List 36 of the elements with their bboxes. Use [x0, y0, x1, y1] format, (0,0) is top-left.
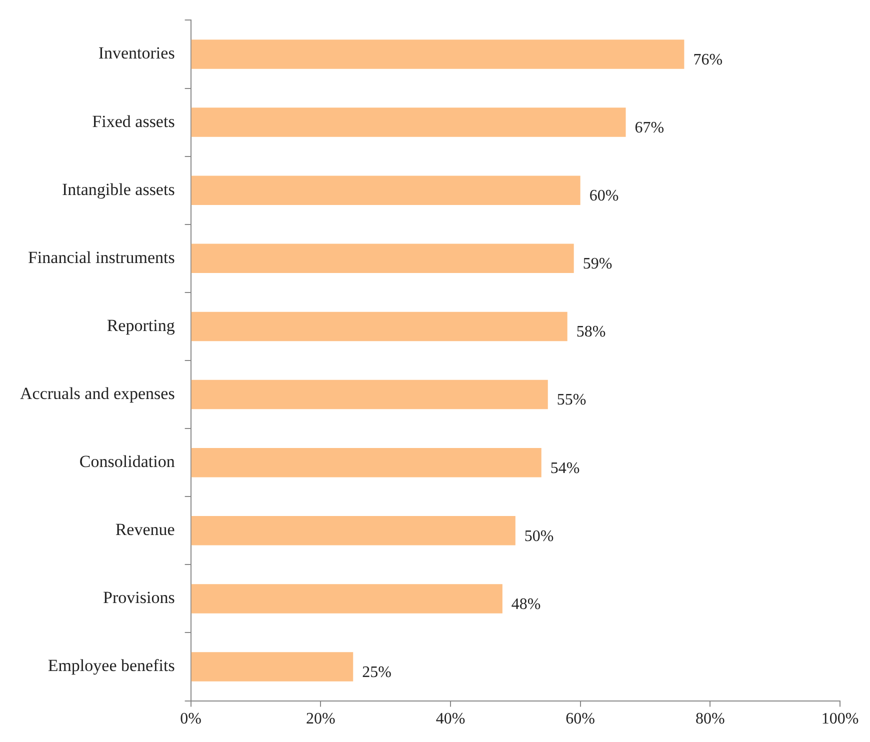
bar	[191, 584, 502, 614]
bar	[191, 312, 568, 342]
bar	[191, 448, 542, 478]
y-tick-label: Financial instruments	[28, 248, 175, 267]
data-label: 48%	[511, 596, 541, 613]
data-label: 67%	[634, 119, 664, 136]
bar	[191, 652, 354, 682]
data-label: 25%	[362, 664, 392, 681]
x-tick-label: 60%	[566, 710, 595, 728]
bar	[191, 516, 516, 546]
y-tick-label: Intangible assets	[62, 180, 175, 199]
bar	[191, 380, 548, 410]
y-tick-label: Inventories	[98, 44, 175, 63]
x-tick-label: 0%	[180, 710, 202, 728]
bar	[191, 244, 574, 274]
y-tick-label: Fixed assets	[92, 112, 175, 131]
data-label: 50%	[524, 528, 554, 545]
y-tick-label: Reporting	[106, 316, 176, 335]
bar	[191, 108, 626, 137]
y-tick-label: Accruals and expenses	[20, 384, 175, 403]
y-tick-label: Consolidation	[79, 452, 176, 472]
y-tick-label: Revenue	[115, 520, 175, 540]
bar	[191, 176, 580, 205]
data-label: 60%	[589, 188, 619, 205]
x-tick-label: 20%	[306, 710, 336, 728]
data-label: 55%	[556, 392, 586, 409]
bar	[191, 40, 684, 69]
x-tick-label: 100%	[821, 710, 859, 728]
y-tick-label: Provisions	[103, 588, 175, 608]
x-tick-label: 80%	[696, 710, 725, 728]
data-label: 59%	[582, 256, 612, 273]
y-tick-label: Employee benefits	[48, 656, 175, 676]
data-label: 76%	[693, 51, 723, 68]
data-label: 54%	[550, 460, 580, 477]
data-label: 58%	[576, 324, 606, 341]
x-tick-label: 40%	[436, 710, 466, 728]
